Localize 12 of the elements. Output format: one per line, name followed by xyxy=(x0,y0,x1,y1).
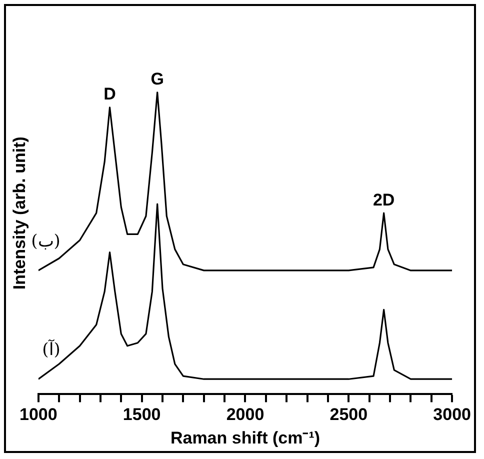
x-tick-label: 3000 xyxy=(433,405,472,424)
annotation: 2D xyxy=(372,190,395,210)
x-tick-label: 1000 xyxy=(19,405,58,424)
series-label: (آ) xyxy=(42,338,60,360)
x-axis-title: Raman shift (cm⁻¹) xyxy=(170,428,320,448)
annotation: D xyxy=(104,84,116,104)
x-tick-label: 1500 xyxy=(122,405,161,424)
series-label: (ب) xyxy=(31,231,60,252)
x-tick-label: 2500 xyxy=(330,405,368,424)
x-tick-label: 2000 xyxy=(226,405,264,424)
annotation: G xyxy=(150,70,164,89)
y-axis-title: Intensity (arb. unit) xyxy=(10,136,29,290)
